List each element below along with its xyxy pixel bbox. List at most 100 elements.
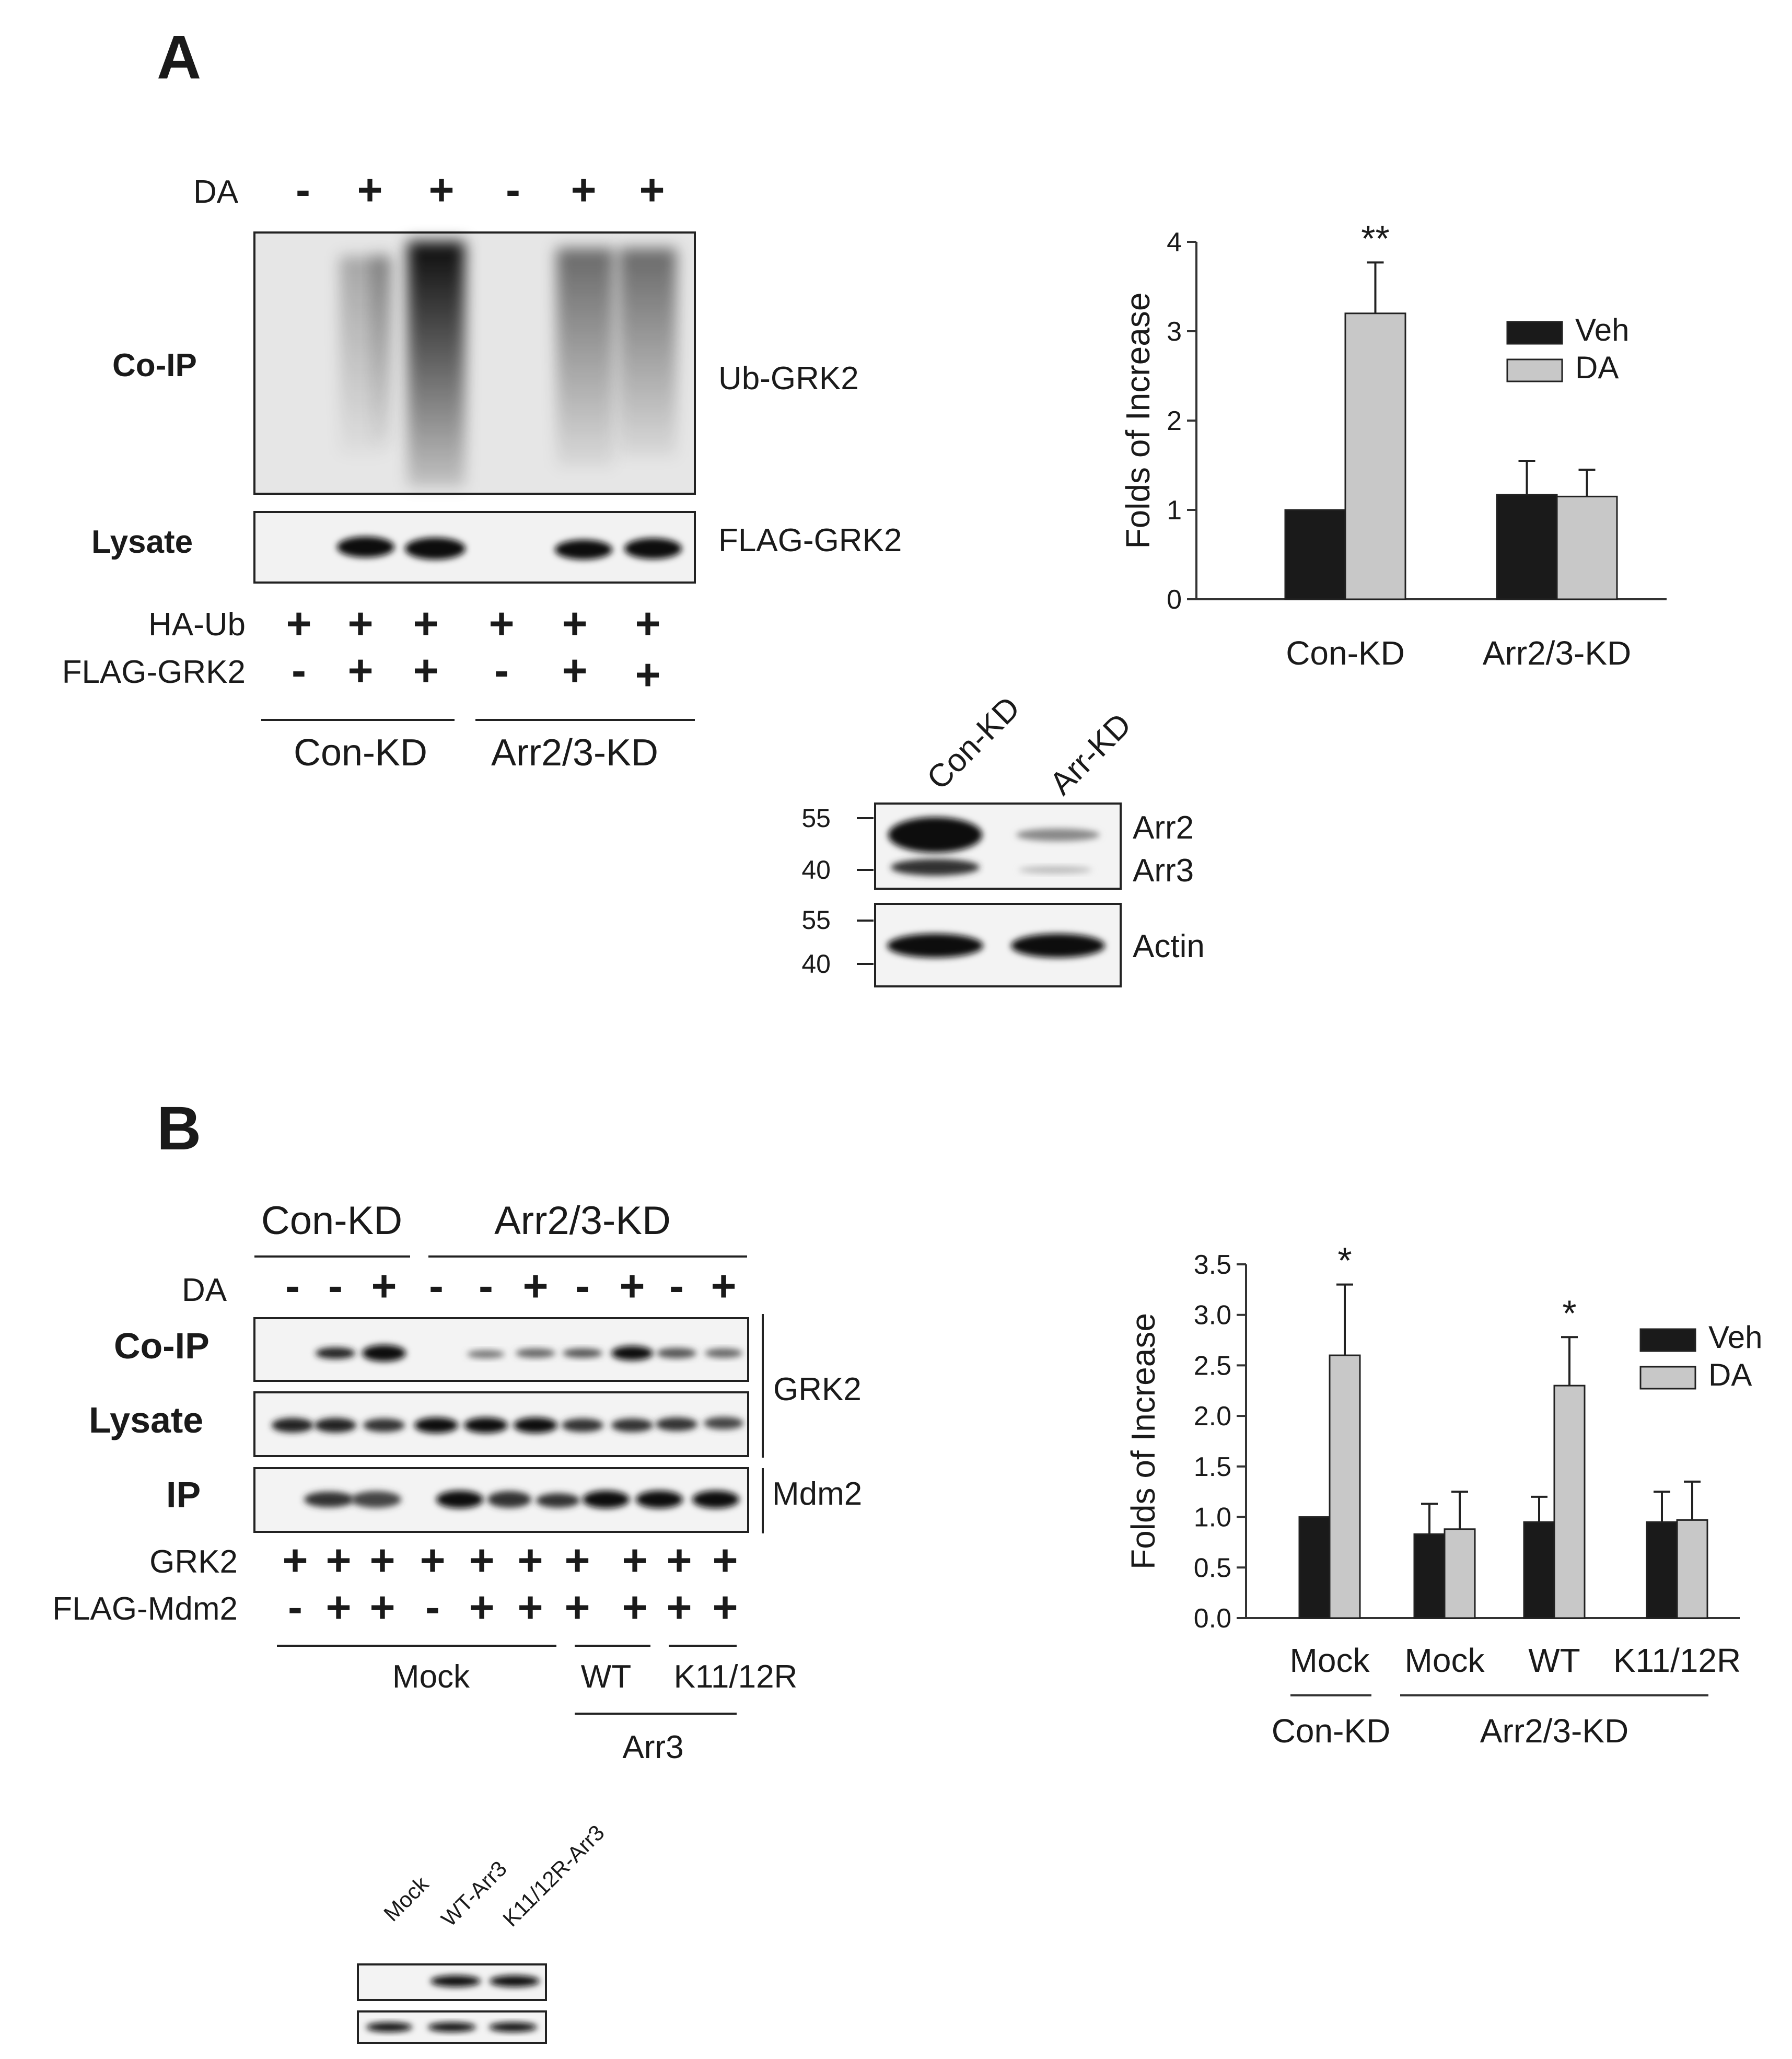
mw-marker: 55 [801,804,831,833]
y-tick-label: 3.0 [1194,1300,1231,1331]
b-grk2-sign: + [325,1535,351,1585]
y-tick-label: 1.5 [1194,1452,1231,1482]
a-da-sign: - [506,165,520,214]
b-flagmdm2-sign: + [517,1583,543,1632]
y-tick-label: 3.5 [1194,1250,1231,1280]
b-grk2-row-label: GRK2 [149,1544,238,1580]
x-tick-label: Mock [1290,1642,1370,1679]
a-inset-lane-label: Con-KD [920,690,1027,797]
b-da-sign: - [285,1261,300,1310]
a-haub-sign: + [488,599,514,648]
a-flaggrk2-sign: + [347,646,373,695]
b-arr3-label: Arr3 [622,1729,683,1765]
b-da-sign: + [371,1261,397,1310]
bar-veh [1646,1521,1678,1619]
legend-swatch [1506,358,1563,382]
a-lysate-blot [253,511,696,584]
b-da-sign: - [429,1261,444,1310]
a-haub-sign: + [413,599,438,648]
significance-marker: * [1562,1293,1576,1333]
a-flaggrk2-sign: - [494,646,509,695]
b-flagmdm2-sign: + [369,1583,395,1632]
b-grk2-sign: + [469,1535,494,1585]
b-flagmdm2-sign: - [425,1583,440,1632]
b-coip-label: Co-IP [114,1325,210,1366]
arr2-label: Arr2 [1133,810,1194,846]
y-tick-label: 3 [1167,317,1182,347]
x-tick-label: Arr2/3-KD [1483,634,1632,672]
b-wt-label: WT [581,1659,631,1695]
legend-label: DA [1575,350,1619,385]
a-haub-sign: + [635,599,660,648]
bar-veh [1523,1521,1555,1619]
b-ip-blot [253,1467,749,1533]
b-lysate-label: Lysate [89,1400,203,1440]
panel-a-letter: A [157,23,201,92]
b-grk2-label: GRK2 [773,1371,862,1407]
legend-label: Veh [1575,312,1629,347]
actin-band-con [887,934,983,958]
chart-b: 0.0 0.5 1.0 1.5 2.0 2.5 3.0 3.5 Folds of Increas… [1124,1240,1762,1750]
y-tick-label: 0.0 [1194,1603,1231,1634]
y-tick-label: 1.0 [1194,1503,1231,1533]
y-tick-label: 2 [1167,406,1182,436]
bar-veh [1496,494,1558,600]
b-grk2-sign: + [369,1535,395,1585]
a-da-sign: + [357,165,382,214]
y-tick-label: 4 [1167,227,1182,258]
x-tick-label: Con-KD [1286,634,1405,672]
b-inset: Mock WT-Arr3 K11/12R-Arr3 [357,1820,609,2044]
a-inset-lane-label: Arr-KD [1043,706,1138,802]
a-da-label: DA [193,174,239,210]
actin-band-kd [1011,934,1105,958]
group-label: Arr2/3-KD [1480,1712,1629,1750]
b-group2-label: Arr2/3-KD [494,1199,671,1243]
b-da-sign: + [522,1261,548,1310]
mw-marker: 40 [801,855,831,885]
a-flaggrk2-sign: + [562,646,587,695]
group-label: Con-KD [1272,1712,1391,1750]
b-mdm2-label: Mdm2 [772,1476,862,1512]
b-grk2-sign: + [517,1535,543,1585]
a-haub-sign: + [562,599,587,648]
bar-da [1676,1519,1708,1619]
b-inset-lane-label: K11/12R-Arr3 [498,1820,609,1932]
bar-da [1556,495,1618,600]
b-grk2-sign: + [420,1535,445,1585]
a-da-sign: + [571,165,596,214]
b-da-sign: - [479,1261,493,1310]
b-da-sign: - [575,1261,590,1310]
b-ip-label: IP [166,1474,201,1515]
b-flagmdm2-sign: - [288,1583,302,1632]
x-tick-label: WT [1528,1642,1580,1679]
b-coip-blot [253,1317,749,1382]
b-da-label: DA [182,1272,227,1308]
a-lysate-label: Lysate [91,524,193,560]
bar-da [1329,1354,1361,1619]
bar-da [1444,1528,1476,1619]
legend-label: Veh [1708,1320,1762,1355]
arr3-band-con [891,859,980,876]
legend-swatch [1639,1328,1696,1352]
arr2-band-con [888,817,982,853]
b-flagmdm2-sign: + [325,1583,351,1632]
b-flagmdm2-sign: + [712,1583,738,1632]
b-da-sign: - [328,1261,343,1310]
b-inset-lane-label: Mock [379,1871,434,1926]
b-grk2-sign: + [282,1535,308,1585]
a-flaggrk2-signs: - + + - + + [292,646,661,699]
a-da-sign: - [296,165,310,214]
a-flag-grk2-label: FLAG-GRK2 [718,522,902,559]
a-inset: Con-KD Arr-KD 55 40 55 40 Arr2 Arr3 Acti… [801,690,1205,987]
x-tick-label: K11/12R [1613,1642,1741,1679]
b-grk2-sign: + [666,1535,692,1585]
a-group2-label: Arr2/3-KD [491,732,658,774]
arr2-band-kd [1016,829,1100,841]
b-k-label: K11/12R [674,1659,798,1695]
b-da-signs: - - + - - + - + - + [285,1261,737,1310]
a-haub-signs: + + + + + + [286,599,660,648]
x-tick-label: Mock [1405,1642,1485,1679]
a-flaggrk2-sign: - [292,646,306,695]
a-da-sign: + [639,165,665,214]
